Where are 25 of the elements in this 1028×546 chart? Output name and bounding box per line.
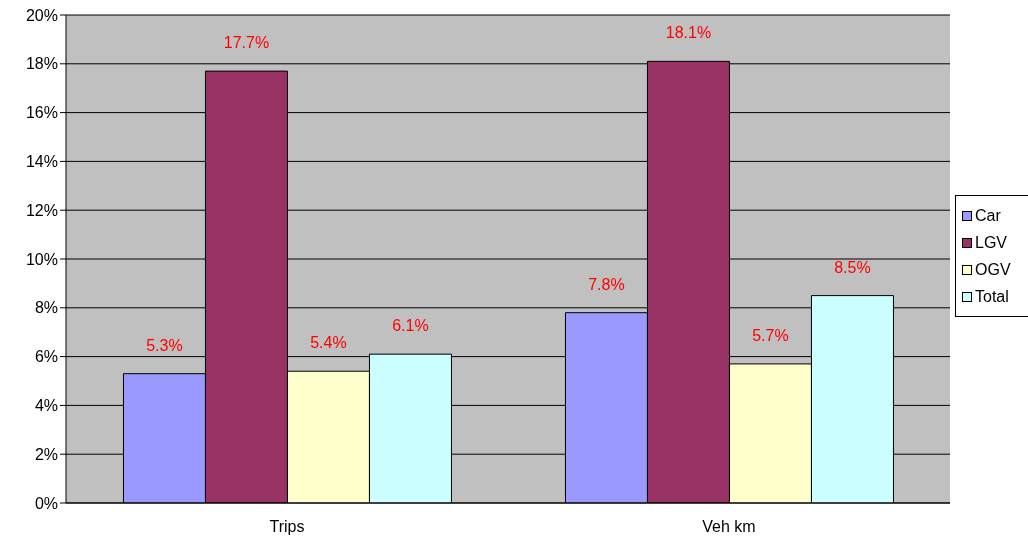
y-tick-label: 14% — [25, 153, 58, 171]
legend-label: Total — [975, 287, 1009, 306]
y-tick-label: 2% — [34, 445, 58, 463]
y-tick-label: 18% — [25, 55, 58, 73]
y-tick-label: 4% — [34, 397, 58, 415]
y-tick-label: 12% — [25, 201, 58, 219]
y-tick-label: 6% — [34, 348, 58, 366]
legend-label: OGV — [975, 260, 1011, 279]
data-label: 7.8% — [588, 275, 625, 293]
y-tick-label: 20% — [25, 6, 58, 24]
data-label: 5.7% — [752, 326, 789, 344]
legend-label: Car — [975, 206, 1001, 225]
x-tick-label: Trips — [269, 518, 305, 536]
x-tick-label: Veh km — [702, 518, 756, 536]
y-tick-label: 0% — [34, 494, 58, 512]
data-label: 5.4% — [310, 334, 347, 352]
legend-label: LGV — [975, 233, 1008, 252]
y-tick-label: 10% — [25, 250, 58, 268]
data-label: 5.3% — [146, 336, 183, 354]
data-label: 17.7% — [223, 34, 270, 52]
y-tick-label: 8% — [34, 299, 58, 317]
data-label: 6.1% — [392, 317, 429, 335]
data-label: 8.5% — [834, 258, 871, 276]
y-tick-label: 16% — [25, 104, 58, 122]
data-label: 18.1% — [665, 24, 712, 42]
